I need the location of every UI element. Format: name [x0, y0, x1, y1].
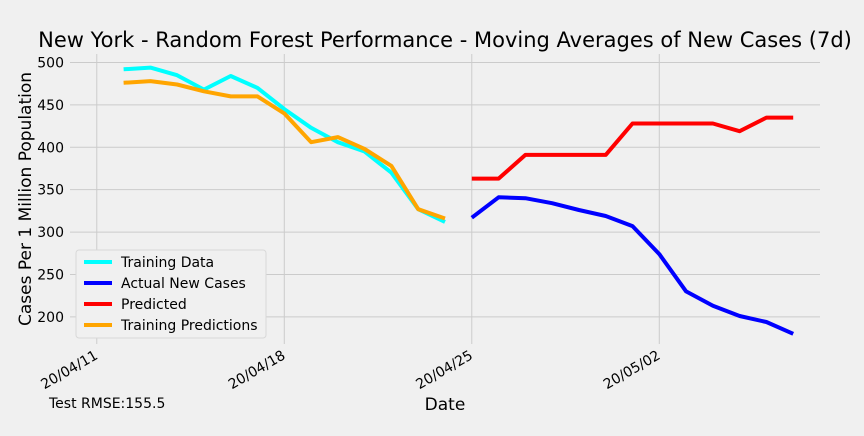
legend: Training Data Actual New Cases Predicted Tr…	[75, 249, 267, 339]
series-lines	[123, 65, 795, 336]
y-tick-label: 300	[37, 225, 64, 241]
legend-label-training-data: Training Data	[120, 255, 214, 271]
y-tick-label: 450	[37, 98, 64, 114]
y-tick-label: 200	[37, 310, 64, 326]
x-axis-ticks: 20/04/11 20/04/18 20/04/25 20/05/02	[38, 348, 663, 393]
y-axis-ticks: 200 250 300 350 400 450 500	[37, 55, 64, 325]
x-tick-label: 20/05/02	[601, 348, 663, 393]
y-tick-label: 400	[37, 140, 64, 156]
legend-label-actual-new-cases: Actual New Cases	[121, 276, 246, 292]
x-tick-label: 20/04/18	[226, 348, 288, 393]
series-line-actual-new-cases	[470, 195, 795, 336]
series-line-training-predictions	[123, 79, 446, 221]
series-line-training-data	[123, 65, 446, 224]
chart-title: New York - Random Forest Performance - M…	[38, 28, 852, 52]
gridlines	[70, 54, 820, 344]
legend-label-training-predictions: Training Predictions	[120, 318, 258, 334]
series-line-predicted	[471, 115, 794, 181]
y-tick-label: 250	[37, 267, 64, 283]
x-tick-label: 20/04/11	[38, 348, 100, 393]
x-axis-label: Date	[425, 395, 466, 415]
x-tick-label: 20/04/25	[413, 348, 475, 393]
y-tick-label: 350	[37, 183, 64, 199]
y-tick-label: 500	[37, 55, 64, 71]
legend-label-predicted: Predicted	[121, 297, 187, 313]
legend-box	[75, 249, 267, 339]
y-axis-label: Cases Per 1 Million Population	[16, 72, 36, 326]
rmse-annotation: Test RMSE:155.5	[48, 396, 165, 412]
